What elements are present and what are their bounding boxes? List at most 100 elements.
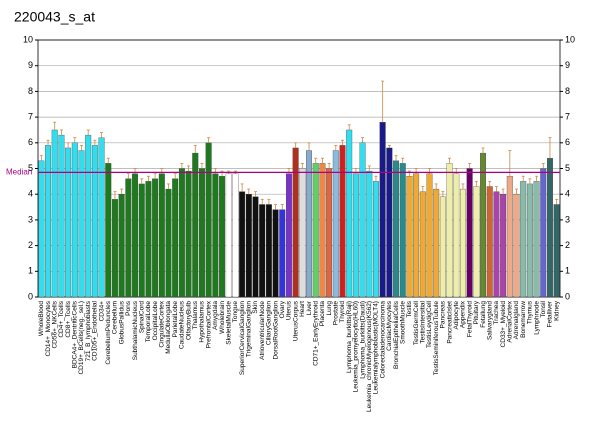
- x-tick-label: Testis: [406, 300, 413, 317]
- bar: [480, 152, 486, 298]
- x-tick-label: Appendix: [460, 300, 467, 328]
- x-tick-label: Skin: [252, 301, 259, 314]
- bar: [65, 147, 72, 298]
- bar: [91, 145, 98, 298]
- x-tick-label: Wholebrain: [219, 301, 226, 334]
- y-tick-label: 10: [23, 34, 33, 44]
- x-tick-label: TestisIntersitial: [420, 300, 427, 343]
- bar: [259, 204, 266, 298]
- x-tick-label: CD56+_NKCells: [51, 300, 58, 348]
- x-tick-label: DorsalRootGanglion: [272, 301, 279, 360]
- x-tick-label: Lymphnode: [533, 301, 540, 335]
- y-tick-label: 5: [28, 163, 33, 173]
- bar: [540, 168, 547, 298]
- bar: [158, 173, 165, 298]
- x-tick-label: 721_B_lymphoblasts: [85, 300, 92, 361]
- bar: [379, 122, 386, 298]
- y2-tick-label: 8: [565, 86, 570, 96]
- x-tick-label: Thalamus: [192, 300, 199, 329]
- y2-tick-label: 6: [565, 137, 570, 147]
- y2-tick-label: 9: [565, 60, 570, 70]
- bar: [526, 183, 533, 298]
- x-tick-label: Leukemia_promyelocytic(HL60): [353, 301, 360, 392]
- x-tick-label: Fetalliver: [547, 300, 554, 327]
- x-tick-label: Pituitary: [473, 300, 480, 324]
- y-tick-label: 0: [28, 291, 33, 301]
- x-tick-label: CD105+_Endothelial: [92, 300, 99, 360]
- bar: [406, 176, 413, 298]
- x-tick-label: PrefrontalCortex: [205, 300, 212, 348]
- bar: [520, 181, 527, 298]
- x-tick-label: UterusCorpus: [292, 300, 299, 341]
- x-tick-label: MedullaOblongata: [165, 301, 172, 354]
- y2-tick-label: 10: [565, 34, 575, 44]
- y2-tick-label: 0: [565, 291, 570, 301]
- x-tick-label: CD33+_Myeloid: [500, 301, 507, 348]
- bar: [279, 209, 286, 298]
- x-tick-label: Pons: [125, 300, 132, 316]
- bar: [460, 188, 466, 298]
- bar: [265, 204, 272, 298]
- bar: [185, 170, 192, 298]
- plot-frame: [37, 39, 561, 298]
- bar: [393, 160, 399, 298]
- bar: [319, 163, 326, 298]
- bar: [299, 168, 306, 298]
- bar: [366, 170, 373, 298]
- bar: [272, 209, 279, 298]
- bar: [172, 178, 179, 298]
- bar: [399, 163, 406, 298]
- x-tick-label: Uterus: [286, 300, 293, 320]
- y-tick-label: 3: [28, 214, 33, 224]
- bar: [413, 173, 420, 298]
- x-tick-label: Trachea: [493, 301, 500, 325]
- x-tick-label: AdrenalCortex: [507, 300, 514, 342]
- y2-tick-label: 4: [565, 189, 570, 199]
- x-tick-label: OccipitalLobe: [152, 301, 159, 341]
- y2-tick-label: 7: [565, 111, 570, 121]
- x-tick-label: SpinalCord: [138, 301, 145, 334]
- y-tick-label: 7: [28, 111, 33, 121]
- x-tick-label: SkeletalMuscle: [225, 301, 232, 345]
- bar: [339, 145, 346, 298]
- x-tick-label: TrigeminalGanglion: [246, 301, 253, 358]
- x-tick-label: CingulateCortex: [159, 300, 166, 347]
- x-tick-label: CD19+_BCells(neg._sel.): [78, 301, 85, 375]
- bar: [466, 168, 473, 298]
- x-tick-label: Leukemia_chronicMyelogenous(K562): [366, 301, 373, 412]
- bar: [346, 129, 353, 298]
- x-tick-label: Leukemialymphoblastic(MOLT4): [373, 301, 380, 394]
- y-tick-label: 4: [28, 189, 33, 199]
- bar: [326, 168, 333, 298]
- x-tick-label: CD14+_Monocytes: [45, 300, 52, 356]
- bar: [453, 173, 460, 298]
- x-tick-label: Thyroid: [339, 301, 346, 323]
- x-tick-label: ParietalLobe: [172, 301, 179, 338]
- bar: [473, 186, 480, 298]
- median-label: Median: [6, 167, 32, 176]
- bar: [252, 196, 259, 298]
- x-tick-label: Fetallung: [480, 301, 487, 328]
- bar: [486, 186, 493, 298]
- x-tick-label: CD4+_Tcells: [58, 300, 65, 337]
- bar: [286, 173, 292, 298]
- x-tick-label: Lymphoma_burkitts(Raji): [346, 301, 353, 373]
- x-tick-label: CerebellumPeduncles: [105, 300, 112, 364]
- bar: [165, 188, 172, 298]
- bar: [493, 191, 500, 298]
- bar: [446, 163, 453, 298]
- bar: [212, 173, 219, 298]
- bar: [205, 142, 212, 298]
- bar: [199, 168, 205, 298]
- x-tick-label: SuperiorCervicalGanglion: [239, 301, 246, 375]
- x-tick-label: Kidney: [553, 300, 560, 321]
- bar: [192, 152, 199, 298]
- x-tick-label: Pancreas: [440, 300, 447, 328]
- bar: [152, 178, 159, 298]
- bar: [533, 181, 540, 298]
- y-tick-label: 2: [28, 240, 33, 250]
- bar: [232, 173, 239, 298]
- bar: [506, 176, 513, 298]
- x-tick-label: BronchialEpithelialCells: [393, 300, 400, 369]
- x-tick-label: SmoothMuscle: [399, 301, 406, 344]
